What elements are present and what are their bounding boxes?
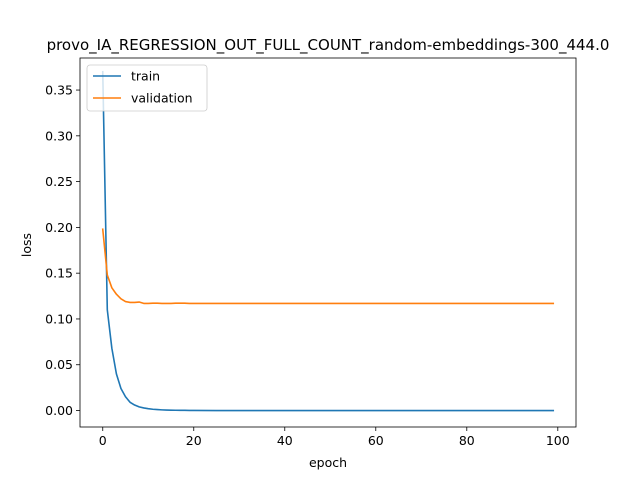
legend-entry-validation: validation [131, 91, 193, 106]
y-tick-label: 0.05 [45, 357, 73, 372]
x-tick-label: 100 [546, 433, 570, 448]
y-tick-label: 0.10 [45, 311, 73, 326]
series-line-train [101, 70, 555, 412]
y-tick-label: 0.00 [45, 403, 73, 418]
y-tick-label: 0.25 [45, 174, 73, 189]
legend-entry-train: train [131, 69, 160, 84]
x-tick-label: 60 [368, 433, 384, 448]
y-tick-label: 0.15 [45, 266, 73, 281]
series-line-validation [101, 228, 555, 305]
x-tick-label: 0 [99, 433, 107, 448]
y-tick-label: 0.30 [45, 128, 73, 143]
x-axis-label: epoch [309, 455, 347, 470]
plot-area [79, 57, 577, 428]
chart-title: provo_IA_REGRESSION_OUT_FULL_COUNT_rando… [47, 36, 610, 55]
y-axis-label: loss [19, 233, 34, 257]
x-axis: 0 20 40 60 80 100 [99, 427, 570, 448]
plot-frame [79, 57, 577, 428]
x-tick-label: 40 [277, 433, 293, 448]
x-tick-label: 80 [459, 433, 475, 448]
y-tick-label: 0.20 [45, 220, 73, 235]
y-tick-label: 0.35 [45, 83, 73, 98]
legend: train validation [86, 64, 208, 112]
x-tick-label: 20 [186, 433, 202, 448]
y-axis: 0.00 0.05 0.10 0.15 0.20 0.25 0.30 0.35 [45, 83, 80, 418]
